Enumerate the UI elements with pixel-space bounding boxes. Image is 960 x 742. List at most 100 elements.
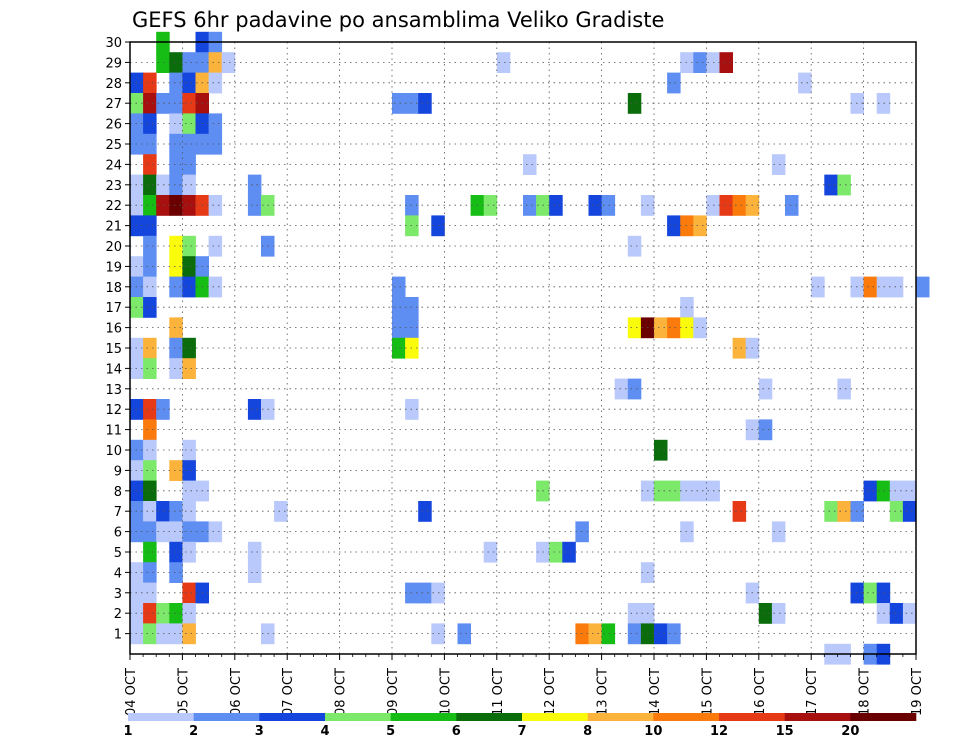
heatmap-cell <box>667 317 681 339</box>
heatmap-cell <box>182 133 196 155</box>
heatmap-cell <box>182 623 196 645</box>
colorbar-segment <box>128 713 194 721</box>
heatmap-cell <box>182 113 196 135</box>
x-tick-label: 13 OCT <box>596 668 611 716</box>
heatmap-cell <box>156 623 170 645</box>
heatmap-cell <box>732 337 747 359</box>
heatmap-cell <box>169 276 183 298</box>
y-tick-label: 24 <box>105 158 122 173</box>
heatmap-cell <box>143 337 157 359</box>
colorbar-label: 5 <box>386 724 395 739</box>
y-tick-label: 26 <box>105 118 122 133</box>
heatmap-cell <box>654 317 668 339</box>
heatmap-cell <box>719 195 733 216</box>
y-tick-label: 5 <box>114 546 122 561</box>
heatmap-cell <box>169 541 183 563</box>
heatmap-cell <box>156 93 170 114</box>
colorbar-segment <box>193 713 260 721</box>
y-tick-label: 10 <box>105 444 122 459</box>
heatmap-cell <box>169 358 183 379</box>
colorbar-segment <box>390 713 457 721</box>
heatmap-cell <box>798 72 812 94</box>
heatmap-cell <box>863 480 878 502</box>
y-tick-label: 29 <box>105 56 122 71</box>
heatmap-cell <box>182 582 196 604</box>
heatmap-cell <box>143 623 157 645</box>
heatmap-cell <box>667 215 681 237</box>
heatmap-cell <box>837 378 851 400</box>
heatmap-cell <box>693 52 707 73</box>
colorbar-label: 12 <box>710 724 728 739</box>
heatmap-cell <box>182 235 196 257</box>
heatmap-cell <box>182 72 196 94</box>
heatmap-cell <box>221 52 236 73</box>
x-tick-label: 08 OCT <box>334 668 349 716</box>
heatmap-cell <box>182 337 196 359</box>
heatmap-cell <box>169 603 183 624</box>
heatmap-cell <box>182 541 196 563</box>
heatmap-cell <box>719 52 733 73</box>
heatmap-cell <box>771 603 786 624</box>
heatmap-cell <box>902 603 917 624</box>
heatmap-cell <box>169 317 183 339</box>
heatmap-cell <box>627 623 642 645</box>
heatmap-cell <box>143 235 157 257</box>
y-tick-label: 8 <box>114 485 122 500</box>
heatmap-cell <box>182 501 196 522</box>
heatmap-cell <box>143 501 157 522</box>
colorbar-label: 15 <box>776 724 794 739</box>
heatmap-cell <box>156 521 170 543</box>
heatmap-cell <box>143 195 157 216</box>
heatmap-cell <box>169 562 183 583</box>
heatmap-cell <box>169 256 183 277</box>
colorbar-label: 8 <box>583 724 592 739</box>
colorbar-label: 20 <box>841 724 859 739</box>
heatmap-cell <box>143 562 157 583</box>
heatmap-cell <box>182 93 196 114</box>
chart-title: GEFS 6hr padavine po ansamblima Veliko G… <box>132 8 664 32</box>
heatmap-cell <box>169 113 183 135</box>
y-tick-label: 6 <box>114 526 122 541</box>
grid-lines <box>130 42 916 654</box>
heatmap-cell <box>392 297 406 318</box>
heatmap-cell <box>143 215 157 237</box>
heatmap-cell <box>143 460 157 481</box>
y-tick-label: 25 <box>105 138 122 153</box>
colorbar-segment <box>259 713 326 721</box>
heatmap-cell <box>156 501 170 522</box>
heatmap-cell <box>169 72 183 94</box>
heatmap-cell <box>208 72 223 94</box>
heatmap-cell <box>247 562 262 583</box>
colorbar-segment <box>456 713 523 721</box>
heatmap-cell <box>169 460 183 481</box>
heatmap-cell <box>837 174 851 196</box>
heatmap-cell <box>247 399 262 420</box>
y-tick-label: 21 <box>105 220 122 235</box>
heatmap-cell <box>274 501 288 522</box>
y-tick-label: 17 <box>105 301 122 316</box>
heatmap-cell <box>627 93 642 114</box>
heatmap-cell <box>418 93 432 114</box>
y-tick-label: 15 <box>105 342 122 357</box>
heatmap-cell <box>208 276 223 298</box>
heatmap-cell <box>889 276 904 298</box>
heatmap-cell <box>182 276 196 298</box>
x-tick-label: 17 OCT <box>805 668 820 716</box>
heatmap-cell <box>392 276 406 298</box>
colorbar-label: 10 <box>644 724 662 739</box>
heatmap-cells <box>130 31 930 665</box>
y-tick-label: 18 <box>105 281 122 296</box>
heatmap-cell <box>392 93 406 114</box>
heatmap-cell <box>614 378 629 400</box>
heatmap-cell <box>457 623 471 645</box>
heatmap-cell <box>208 235 223 257</box>
x-tick-label: 06 OCT <box>229 668 244 716</box>
colorbar-segment <box>850 713 917 721</box>
y-tick-label: 11 <box>105 424 122 439</box>
heatmap-cell <box>143 439 157 461</box>
y-tick-label: 3 <box>114 587 122 602</box>
heatmap-cell <box>143 419 157 441</box>
heatmap-cell <box>156 195 170 216</box>
heatmap-cell <box>693 317 707 339</box>
